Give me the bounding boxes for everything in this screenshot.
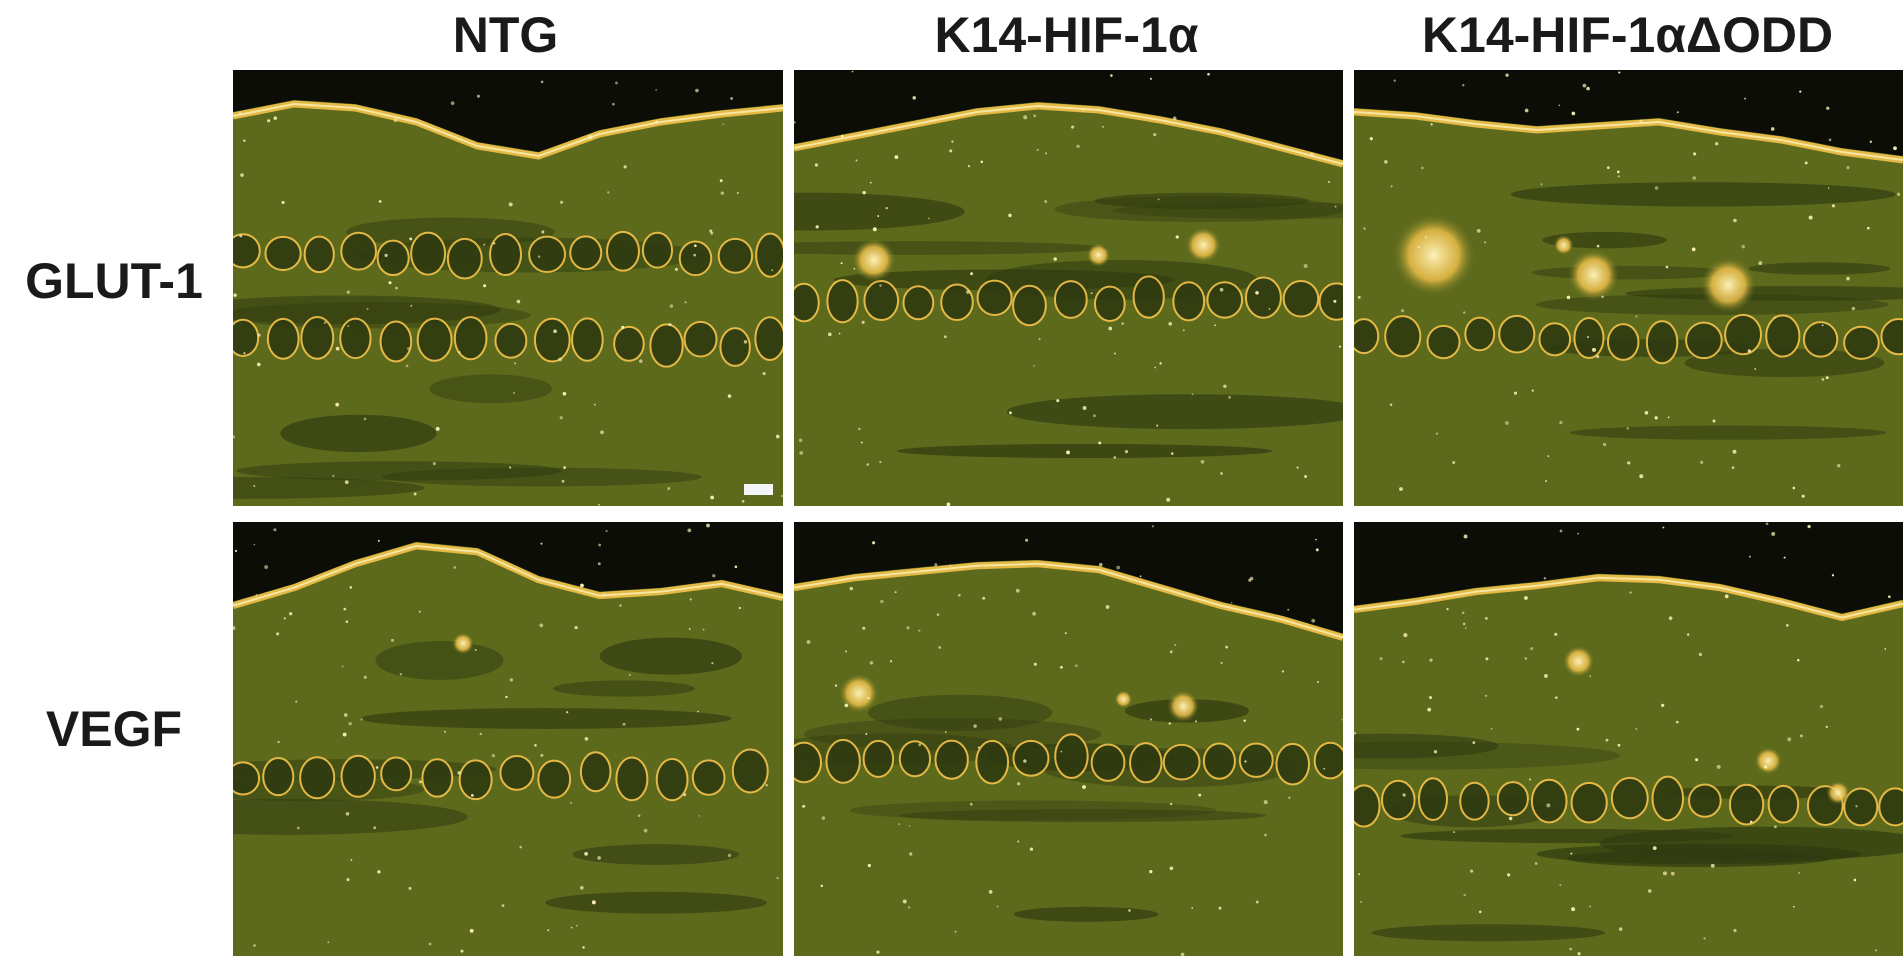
column-label-ntg: NTG (452, 7, 559, 63)
panel-vegf-k14-hif1a-dodd (1354, 522, 1903, 956)
panel-glut1-k14-hif1a (794, 70, 1343, 506)
column-label-k14-hif1a-dodd: K14-HIF-1αΔODD (1421, 7, 1834, 63)
panel-glut1-ntg (233, 70, 783, 506)
panel-vegf-ntg (233, 522, 783, 956)
row-label-vegf: VEGF (45, 701, 183, 757)
row-label-glut1: GLUT-1 (25, 253, 203, 309)
panel-vegf-k14-hif1a (794, 522, 1343, 956)
column-label-k14-hif1a: K14-HIF-1α (934, 7, 1199, 63)
panel-glut1-k14-hif1a-dodd (1354, 70, 1903, 506)
scale-bar (744, 484, 773, 495)
